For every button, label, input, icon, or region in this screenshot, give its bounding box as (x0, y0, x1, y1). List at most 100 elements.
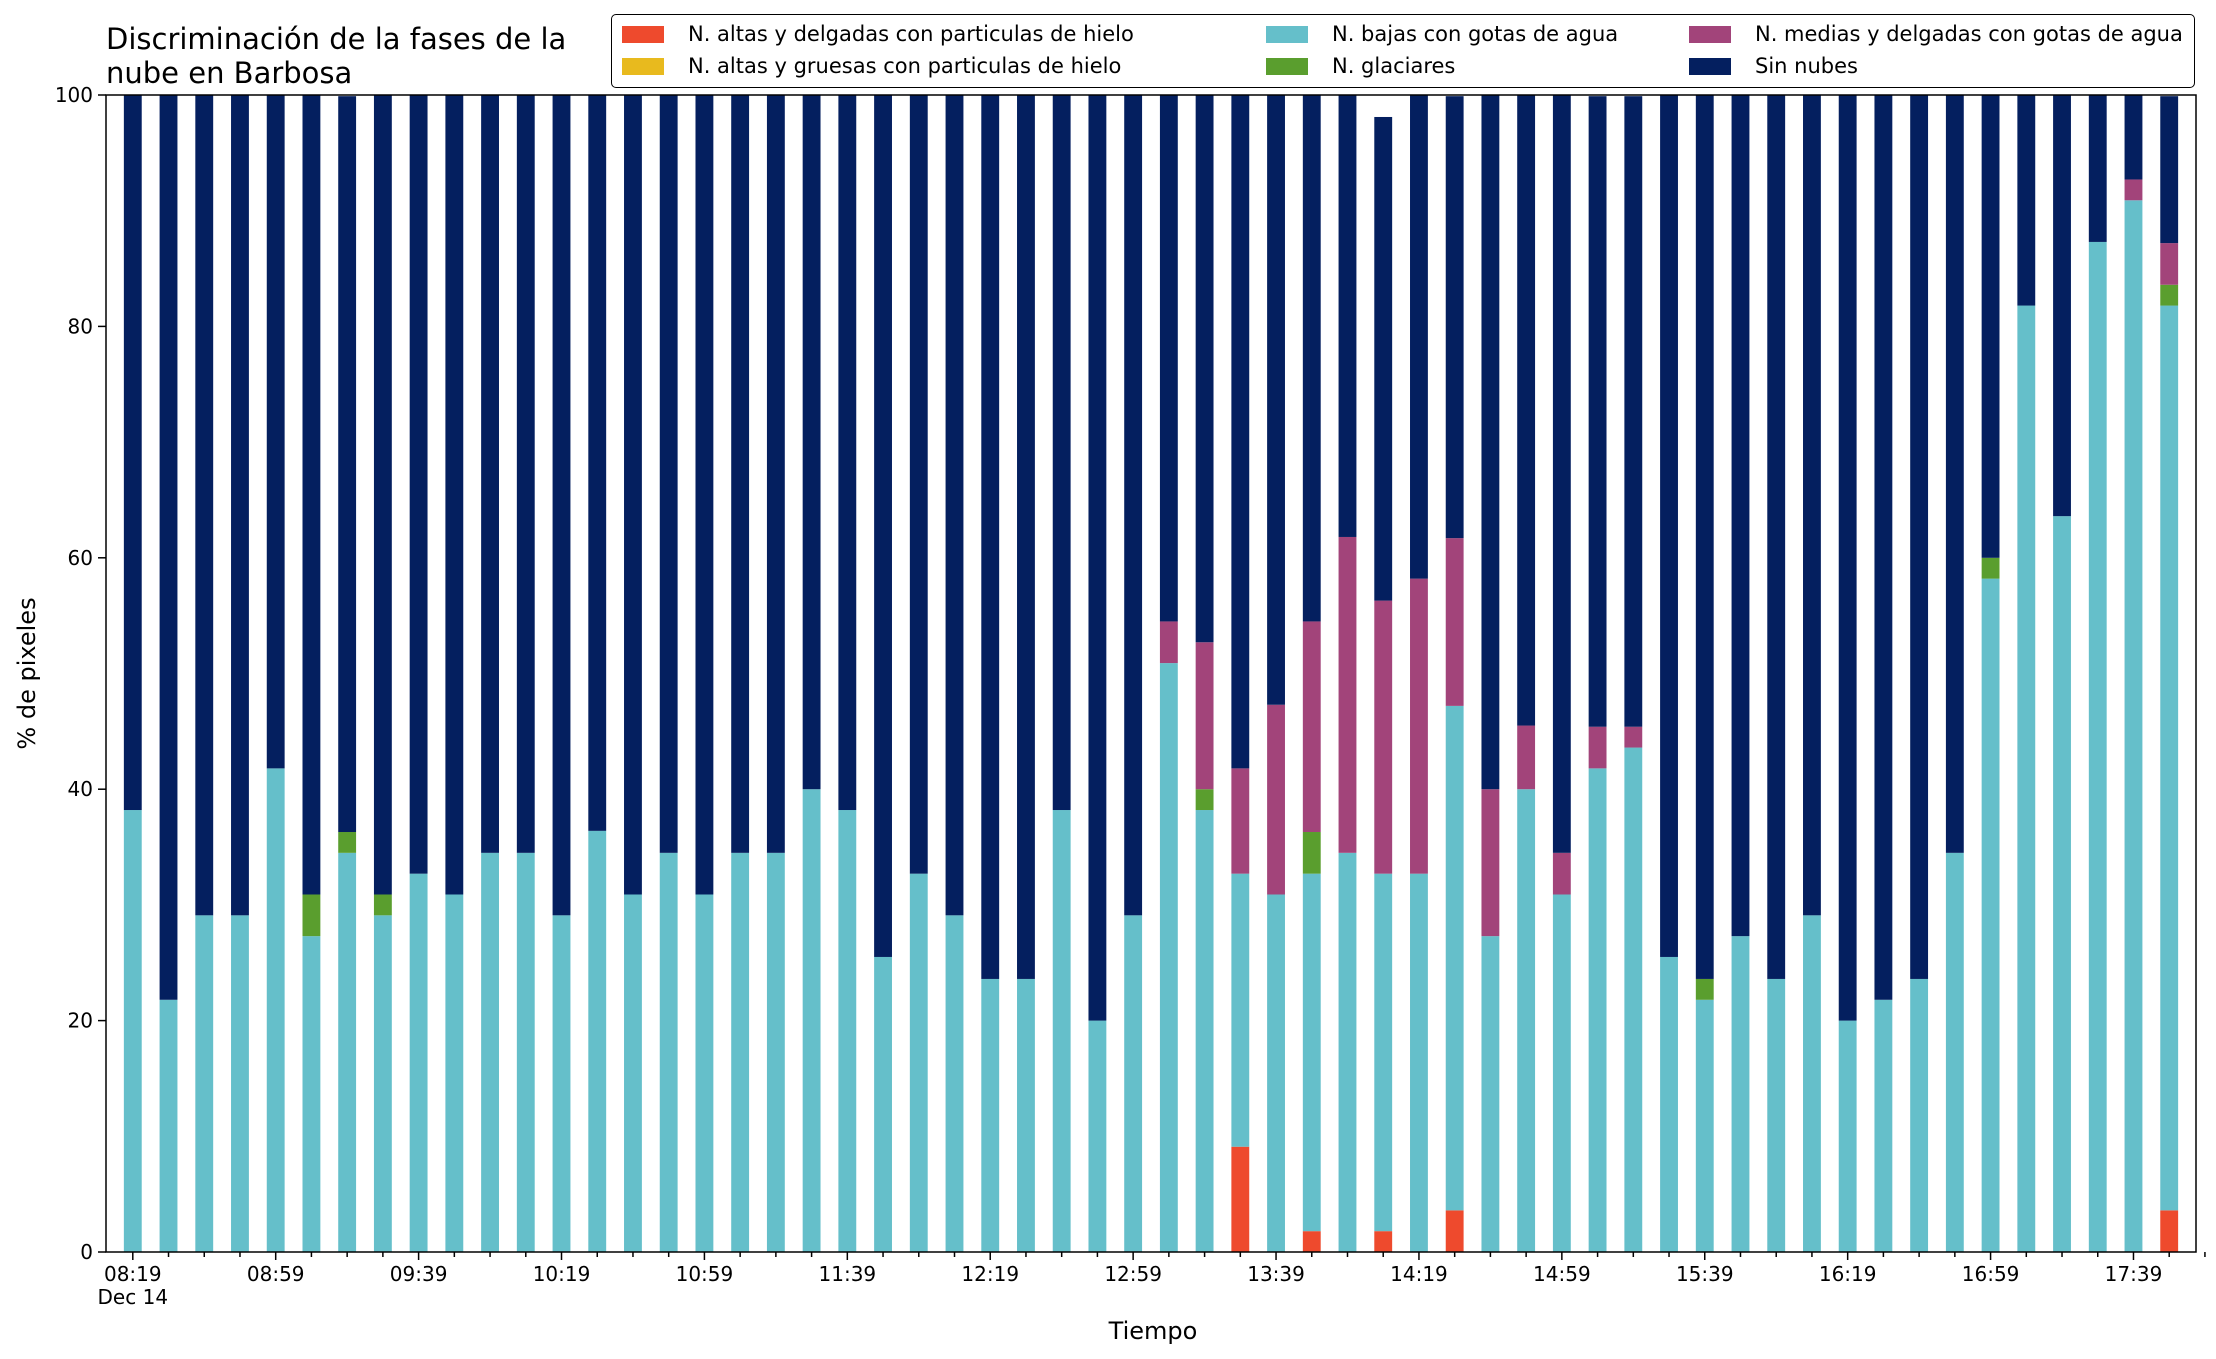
bar-segment-2-33 (1302, 873, 1321, 1232)
bar-segment-5-32 (1267, 95, 1285, 705)
bar-segment-2-53 (2017, 305, 2036, 1252)
bar-segment-4-56 (2124, 179, 2143, 201)
bar-segment-5-7 (373, 95, 392, 895)
bar-segment-5-52 (1981, 95, 2000, 558)
legend-label: N. altas y delgadas con particulas de hi… (688, 22, 1134, 46)
bar-segment-4-31 (1231, 768, 1250, 874)
x-axis-label: Tiempo (1108, 1317, 1198, 1345)
bar-segment-5-16 (695, 95, 714, 895)
bar-segment-3-57 (2160, 284, 2179, 306)
bar-segment-4-39 (1517, 725, 1536, 790)
bar-segment-2-1 (159, 999, 178, 1252)
bar-segment-0-31 (1231, 1146, 1250, 1252)
y-tick-label: 60 (68, 546, 93, 570)
bar-segment-2-31 (1231, 873, 1250, 1147)
bar-segment-2-2 (195, 915, 214, 1252)
bar-segment-2-25 (1017, 978, 1035, 1252)
bar-segment-2-52 (1981, 578, 2000, 1252)
bar-segment-2-17 (731, 852, 750, 1252)
bar-segment-2-3 (231, 915, 249, 1252)
x-tick-label: 14:19 (1390, 1262, 1448, 1286)
bar-segment-5-46 (1767, 95, 1786, 979)
x-tick-label: 09:39 (390, 1262, 448, 1286)
bar-segment-5-11 (516, 95, 535, 853)
bar-segment-5-19 (802, 95, 821, 790)
x-tick-label: 08:59 (247, 1262, 305, 1286)
bar-segment-5-53 (2017, 95, 2036, 306)
y-tick-label: 20 (68, 1009, 93, 1033)
bar-segment-2-46 (1767, 978, 1786, 1252)
bar-segment-5-34 (1338, 95, 1357, 537)
plot-frame (105, 94, 2197, 1253)
bar-segment-3-52 (1981, 557, 2000, 579)
bar-segment-5-3 (231, 95, 249, 916)
bar-segment-2-29 (1159, 663, 1178, 1252)
bar-segment-5-36 (1410, 95, 1428, 579)
bar-segment-2-28 (1124, 915, 1143, 1252)
bar-segment-5-18 (766, 95, 785, 853)
bar-segment-5-29 (1159, 95, 1178, 622)
bar-segment-2-21 (874, 956, 892, 1252)
bar-segment-5-12 (552, 95, 571, 916)
bar-segment-0-35 (1374, 1231, 1393, 1252)
bar-segment-2-55 (2088, 241, 2107, 1252)
bar-segment-2-48 (1838, 1020, 1857, 1252)
bar-segment-5-43 (1660, 95, 1678, 957)
bar-segment-2-43 (1660, 956, 1678, 1252)
bar-segment-5-38 (1481, 95, 1500, 790)
bar-segment-5-30 (1195, 95, 1214, 643)
bar-segment-5-55 (2088, 95, 2107, 242)
bar-segment-2-16 (695, 894, 714, 1252)
bar-segment-5-56 (2124, 95, 2143, 180)
bar-segment-0-37 (1445, 1210, 1464, 1252)
bar-segment-5-6 (338, 96, 357, 833)
x-tick-label: 16:59 (1962, 1262, 2020, 1286)
bar-segment-2-4 (266, 768, 285, 1252)
bar-segment-2-7 (373, 915, 392, 1252)
bar-segment-5-17 (731, 95, 750, 853)
x-tick-sublabel: Dec 14 (98, 1285, 169, 1309)
bar-segment-2-49 (1874, 999, 1893, 1252)
bar-segment-5-26 (1052, 95, 1071, 811)
legend-label: N. bajas con gotas de agua (1332, 22, 1619, 46)
bar-segment-2-30 (1195, 810, 1214, 1252)
y-axis-label: % de pixeles (13, 597, 41, 749)
legend-label: N. glaciares (1332, 54, 1456, 78)
bar-segment-2-47 (1803, 915, 1821, 1252)
bar-segment-5-40 (1552, 95, 1571, 853)
bar-segment-5-21 (874, 95, 892, 957)
bar-segment-0-57 (2160, 1210, 2179, 1252)
bar-segment-2-35 (1374, 873, 1393, 1232)
legend-label: N. altas y gruesas con particulas de hie… (688, 54, 1122, 78)
bar-segment-4-29 (1159, 621, 1178, 664)
bar-segment-4-32 (1267, 704, 1285, 895)
bar-segment-2-15 (659, 852, 678, 1252)
x-tick-label: 14:59 (1533, 1262, 1591, 1286)
bar-segment-2-57 (2160, 305, 2179, 1211)
bar-segment-5-51 (1945, 95, 1964, 853)
bar-segment-4-42 (1624, 726, 1643, 748)
bar-segment-5-23 (945, 95, 964, 916)
bar-segment-3-33 (1302, 832, 1321, 874)
bar-segment-3-5 (302, 894, 321, 937)
bar-segment-2-38 (1481, 936, 1500, 1252)
bar-segment-5-22 (909, 95, 928, 874)
bar-segment-2-40 (1552, 894, 1571, 1252)
bar-segment-3-44 (1695, 978, 1714, 1000)
bar-segment-5-41 (1588, 96, 1607, 727)
bar-segment-4-37 (1445, 538, 1464, 706)
bar-segment-5-0 (123, 95, 142, 811)
x-tick-label: 13:39 (1247, 1262, 1305, 1286)
bar-segment-3-7 (373, 894, 392, 916)
x-tick-label: 17:39 (2105, 1262, 2163, 1286)
bar-segment-2-26 (1052, 810, 1071, 1252)
bar-segment-5-10 (481, 95, 499, 853)
bar-segment-5-37 (1445, 96, 1464, 539)
bar-segment-2-5 (302, 936, 321, 1252)
bar-segment-3-30 (1195, 789, 1214, 811)
bar-segment-2-11 (516, 852, 535, 1252)
bar-segment-4-34 (1338, 536, 1357, 853)
axes-layer: 0 20 40 60 80 100 08:19 08:59 09:39 10:19 10:59 11:… (55, 83, 2206, 1309)
bar-segment-5-25 (1017, 95, 1035, 979)
